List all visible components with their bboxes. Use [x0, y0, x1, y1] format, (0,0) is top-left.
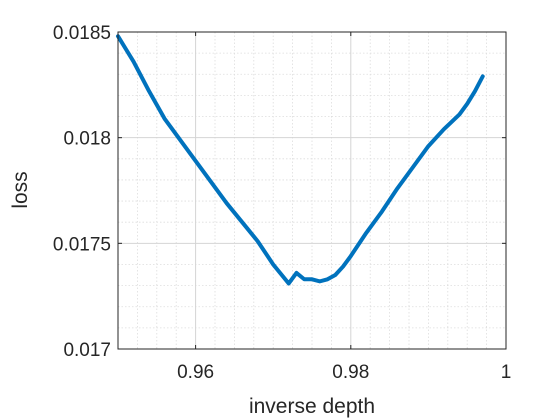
x-tick-label: 1	[501, 362, 512, 383]
minor-grid	[118, 32, 506, 349]
y-tick-label: 0.0185	[53, 23, 111, 44]
x-tick-label: 0.98	[332, 362, 369, 383]
major-grid	[118, 32, 506, 349]
y-tick-label: 0.0175	[53, 234, 111, 255]
y-tick-labels: 0.017 0.0175 0.018 0.0185	[53, 23, 111, 361]
series-layer	[116, 34, 485, 286]
y-tick-label: 0.018	[63, 129, 111, 150]
series-line-0	[116, 34, 485, 286]
axis-ticks	[118, 31, 507, 350]
x-tick-label: 0.96	[177, 362, 214, 383]
y-axis-label: loss	[9, 171, 32, 208]
x-tick-labels: 0.96 0.98 1	[177, 362, 511, 383]
plot-frame	[117, 31, 507, 350]
y-tick-label: 0.017	[63, 340, 111, 361]
x-axis-label: inverse depth	[249, 395, 375, 418]
